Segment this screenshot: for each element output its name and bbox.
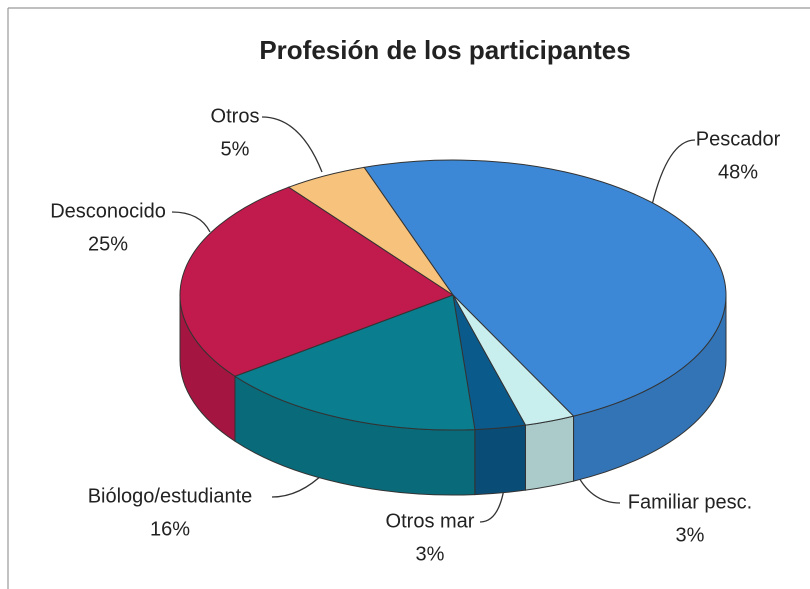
pie-side	[524, 415, 575, 491]
pie-slice	[287, 166, 454, 296]
slice-value-label: 25%	[88, 233, 128, 255]
slice-label: Otros mar	[386, 510, 475, 532]
slice-label: Otros	[211, 105, 260, 127]
slice-label: Desconocido	[50, 200, 166, 222]
slice-value-label: 48%	[718, 161, 758, 183]
slice-label: Biólogo/estudiante	[88, 485, 253, 507]
slice-value-label: 5%	[221, 138, 250, 160]
slice-value-label: 16%	[150, 518, 190, 540]
slice-label: Familiar pesc.	[628, 491, 752, 513]
pie-slice	[363, 159, 727, 417]
pie-side	[474, 424, 526, 496]
leader-line	[651, 139, 696, 206]
slice-value-label: 3%	[676, 524, 705, 546]
slice-label: Pescador	[696, 128, 781, 150]
pie-slice	[233, 294, 476, 431]
leader-line	[171, 211, 211, 233]
chart-title: Profesión de los participantes	[259, 35, 630, 65]
slice-value-label: 3%	[416, 543, 445, 565]
pie-slice	[179, 186, 455, 377]
leader-line	[261, 116, 323, 173]
